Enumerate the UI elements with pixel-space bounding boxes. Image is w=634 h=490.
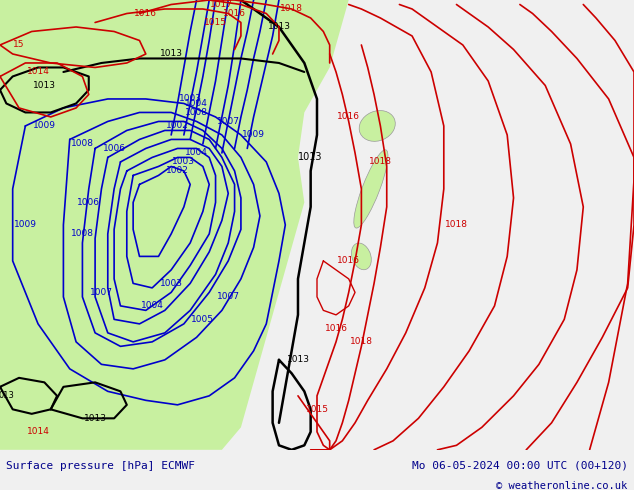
Text: 1003: 1003	[179, 95, 202, 103]
Polygon shape	[0, 0, 349, 450]
Ellipse shape	[351, 243, 372, 270]
Text: 1007: 1007	[217, 293, 240, 301]
Text: 1006: 1006	[77, 198, 100, 207]
Text: 1016: 1016	[223, 9, 246, 18]
Text: 013: 013	[0, 392, 15, 400]
Text: 1013: 1013	[287, 355, 309, 365]
Text: 1018: 1018	[369, 157, 392, 167]
Text: 1006: 1006	[103, 144, 126, 153]
Text: Surface pressure [hPa] ECMWF: Surface pressure [hPa] ECMWF	[6, 461, 195, 471]
Text: 1015: 1015	[204, 18, 227, 27]
Text: 1018: 1018	[445, 220, 468, 229]
Text: 1003: 1003	[172, 157, 195, 167]
Text: 1018: 1018	[280, 4, 303, 14]
Text: 1002: 1002	[166, 167, 189, 175]
Text: 1017: 1017	[210, 0, 233, 9]
Text: 1008: 1008	[71, 140, 94, 148]
Text: 1009: 1009	[33, 122, 56, 130]
Text: 1014: 1014	[27, 68, 49, 76]
Text: 1002: 1002	[166, 122, 189, 130]
Text: 1004: 1004	[185, 148, 208, 157]
Text: 1014: 1014	[27, 427, 49, 436]
Text: 1013: 1013	[299, 152, 323, 163]
Text: 1016: 1016	[337, 112, 360, 122]
Ellipse shape	[354, 150, 388, 228]
Text: 15: 15	[13, 41, 25, 49]
Text: 1003: 1003	[160, 279, 183, 288]
Text: © weatheronline.co.uk: © weatheronline.co.uk	[496, 481, 628, 490]
Text: 1007: 1007	[90, 288, 113, 297]
Text: 1009: 1009	[242, 130, 265, 140]
Text: 1015: 1015	[306, 405, 328, 414]
Ellipse shape	[359, 111, 395, 141]
Text: 1004: 1004	[185, 99, 208, 108]
Text: 1016: 1016	[337, 256, 360, 266]
Text: 1013: 1013	[268, 23, 290, 31]
Text: 1005: 1005	[191, 315, 214, 324]
Text: Mo 06-05-2024 00:00 UTC (00+120): Mo 06-05-2024 00:00 UTC (00+120)	[411, 461, 628, 471]
Text: 1004: 1004	[141, 301, 164, 310]
Text: 1016: 1016	[134, 9, 157, 18]
Text: 1008: 1008	[185, 108, 208, 117]
Text: 1013: 1013	[33, 81, 56, 90]
Text: 1008: 1008	[71, 229, 94, 239]
Text: 1016: 1016	[325, 324, 347, 333]
Text: 1018: 1018	[350, 337, 373, 346]
Text: 1007: 1007	[217, 117, 240, 126]
Text: 1013: 1013	[84, 414, 107, 423]
Text: 1013: 1013	[160, 49, 183, 58]
Text: 1009: 1009	[14, 220, 37, 229]
